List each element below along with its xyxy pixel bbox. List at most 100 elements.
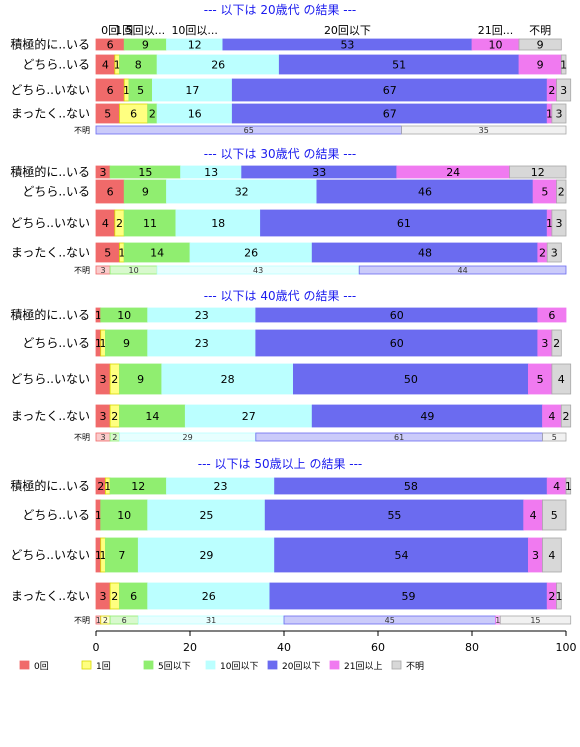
data-label: 49 xyxy=(420,410,434,423)
header-label-3: 10回以... xyxy=(171,24,218,37)
bar-segment xyxy=(105,537,139,573)
header-label-4: 20回以下 xyxy=(324,24,371,37)
legend-label: 10回以下 xyxy=(220,661,258,672)
data-label: 6 xyxy=(107,84,114,97)
data-label: 25 xyxy=(199,509,213,522)
data-label: 1 xyxy=(560,59,567,72)
data-label: 1 xyxy=(100,337,107,350)
bar-segment xyxy=(509,165,567,179)
data-label: 18 xyxy=(211,217,225,230)
x-tick-label: 100 xyxy=(556,641,577,654)
legend-swatch xyxy=(19,660,30,670)
data-label: 4 xyxy=(102,217,109,230)
data-label: 1 xyxy=(546,108,553,121)
x-tick-label: 80 xyxy=(465,641,479,654)
bar-segment xyxy=(518,38,562,51)
data-label: 67 xyxy=(383,84,397,97)
category-label: まったく..ない xyxy=(11,589,90,603)
bar-segment xyxy=(260,209,548,237)
unknown-data-label: 5 xyxy=(552,433,557,442)
unknown-data-label: 2 xyxy=(112,433,117,442)
category-label: 積極的に..いる xyxy=(10,307,90,322)
data-label: 3 xyxy=(100,373,107,386)
data-label: 60 xyxy=(390,337,404,350)
data-label: 24 xyxy=(446,166,460,179)
bar-segment xyxy=(255,329,539,357)
bar-segment xyxy=(269,582,548,610)
data-label: 9 xyxy=(137,373,144,386)
unknown-data-label: 1 xyxy=(495,616,500,625)
data-label: 14 xyxy=(145,410,159,423)
bar-segment xyxy=(556,78,572,102)
data-label: 54 xyxy=(395,549,409,562)
bar-segment xyxy=(560,54,567,75)
unknown-data-label: 29 xyxy=(183,433,193,442)
unknown-row-label: 不明 xyxy=(74,126,90,135)
data-label: 6 xyxy=(107,39,114,52)
data-label: 48 xyxy=(418,247,432,260)
data-label: 3 xyxy=(555,108,562,121)
legend-label: 21回以上 xyxy=(344,661,382,672)
legend-swatch xyxy=(391,660,402,670)
data-label: 59 xyxy=(402,590,416,603)
data-label: 51 xyxy=(392,59,406,72)
unknown-row-label: 不明 xyxy=(74,616,90,625)
header-label-1: 1回 xyxy=(115,24,133,37)
unknown-data-label: 65 xyxy=(244,126,254,135)
data-label: 1 xyxy=(95,509,102,522)
header-label-0: 0回 xyxy=(101,24,119,37)
legend-label: 不明 xyxy=(406,661,424,672)
legend-swatch xyxy=(267,660,278,670)
unknown-data-label: 44 xyxy=(458,266,468,275)
data-label: 3 xyxy=(532,549,539,562)
data-label: 9 xyxy=(537,39,544,52)
data-label: 2 xyxy=(111,590,118,603)
data-label: 6 xyxy=(130,108,137,121)
data-label: 53 xyxy=(340,39,354,52)
category-label: まったく..ない xyxy=(11,246,90,260)
data-label: 2 xyxy=(558,186,565,199)
bar-segment xyxy=(274,537,529,573)
bar-segment xyxy=(542,499,567,531)
unknown-data-label: 35 xyxy=(479,126,489,135)
legend-swatch xyxy=(205,660,216,670)
data-label: 1 xyxy=(546,217,553,230)
legend-label: 20回以下 xyxy=(282,661,320,672)
x-tick-label: 40 xyxy=(277,641,291,654)
data-label: 1 xyxy=(123,84,130,97)
data-label: 14 xyxy=(150,247,164,260)
bar-segment xyxy=(123,209,177,237)
data-label: 23 xyxy=(214,480,228,493)
data-label: 17 xyxy=(185,84,199,97)
panel-title-0: --- 以下は 20歳代 の結果 --- xyxy=(204,3,357,17)
bar-segment xyxy=(147,329,257,357)
panel-title-3: --- 以下は 50歳以上 の結果 --- xyxy=(198,457,363,471)
data-label: 5 xyxy=(104,247,111,260)
data-label: 1 xyxy=(95,309,102,322)
header-label-6: 不明 xyxy=(529,24,551,37)
bar-segment xyxy=(551,363,572,395)
panel-title-2: --- 以下は 40歳代 の結果 --- xyxy=(204,289,357,303)
data-label: 3 xyxy=(100,166,107,179)
data-label: 1 xyxy=(95,337,102,350)
data-label: 15 xyxy=(138,166,152,179)
unknown-segment xyxy=(499,615,572,625)
category-label: まったく..ない xyxy=(11,409,90,423)
category-label: どちら..いない xyxy=(10,372,90,386)
category-label: どちら..いない xyxy=(10,548,90,562)
data-label: 2 xyxy=(116,217,123,230)
category-label: どちら..いる xyxy=(22,508,90,522)
unknown-data-label: 31 xyxy=(206,616,216,625)
bar-segment xyxy=(556,179,567,204)
bar-segment xyxy=(175,209,261,237)
bar-segment xyxy=(105,329,149,357)
data-label: 32 xyxy=(235,186,249,199)
bar-segment xyxy=(542,537,562,573)
bar-segment xyxy=(560,404,572,428)
x-tick-label: 20 xyxy=(183,641,197,654)
data-label: 1 xyxy=(565,480,572,493)
unknown-data-label: 2 xyxy=(103,616,108,625)
data-label: 9 xyxy=(123,337,130,350)
data-label: 9 xyxy=(142,39,149,52)
